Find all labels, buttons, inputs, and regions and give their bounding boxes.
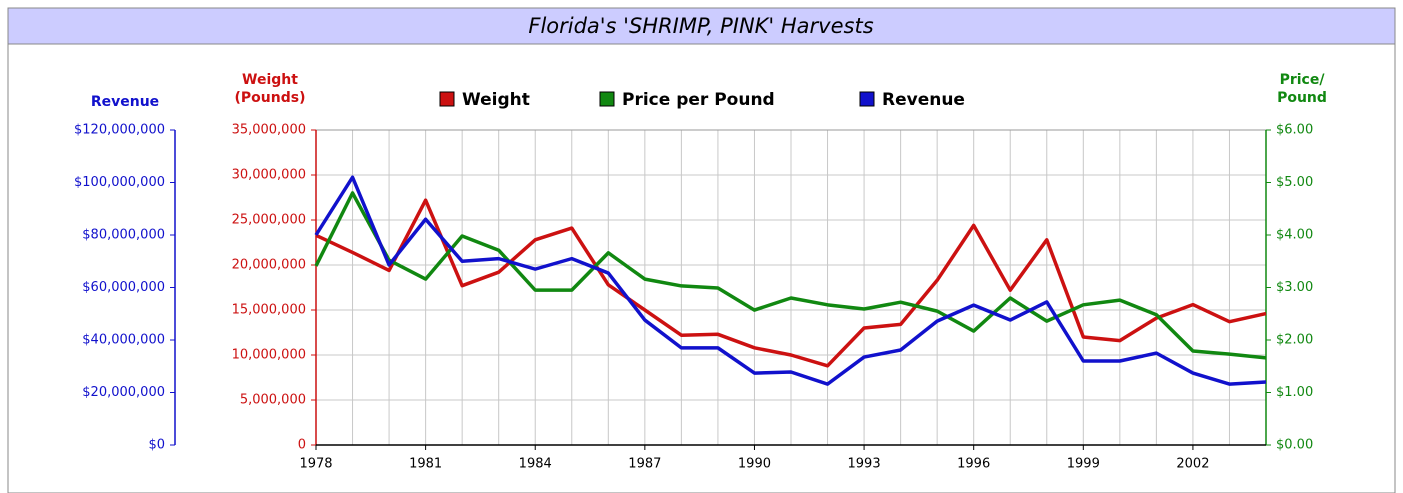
x-tick-label: 2002 bbox=[1176, 457, 1209, 472]
y2-tick-label: $6.00 bbox=[1276, 123, 1313, 138]
frame bbox=[7, 7, 1396, 493]
title-bar bbox=[7, 7, 1396, 45]
legend-swatch bbox=[599, 91, 615, 107]
y3-tick-label: $100,000,000 bbox=[74, 175, 165, 190]
x-tick-label: 1990 bbox=[738, 457, 771, 472]
y-tick-label: 5,000,000 bbox=[240, 393, 306, 408]
y-axis-label: Weight (Pounds) bbox=[234, 72, 306, 106]
y-tick-label: 0 bbox=[298, 438, 306, 453]
legend-swatch bbox=[439, 91, 455, 107]
legend-swatch bbox=[859, 91, 875, 107]
x-tick-label: 1984 bbox=[519, 457, 552, 472]
y2-axis-label: Price/ Pound bbox=[1277, 72, 1327, 106]
chart-title: Florida's 'SHRIMP, PINK' Harvests bbox=[528, 14, 873, 38]
x-tick-label: 1987 bbox=[628, 457, 661, 472]
y2-tick-label: $2.00 bbox=[1276, 333, 1313, 348]
y3-tick-label: $120,000,000 bbox=[74, 123, 165, 138]
y2-tick-label: $0.00 bbox=[1276, 438, 1313, 453]
y3-tick-label: $40,000,000 bbox=[82, 333, 165, 348]
legend-label: Weight bbox=[462, 90, 530, 110]
y-tick-label: 30,000,000 bbox=[232, 168, 306, 183]
y-tick-label: 10,000,000 bbox=[232, 348, 306, 363]
y3-tick-label: $60,000,000 bbox=[82, 280, 165, 295]
y2-tick-label: $3.00 bbox=[1276, 280, 1313, 295]
y3-tick-label: $80,000,000 bbox=[82, 228, 165, 243]
y3-tick-label: $0 bbox=[148, 438, 165, 453]
y3-axis-label: Revenue bbox=[90, 94, 160, 110]
y-tick-label: 25,000,000 bbox=[232, 213, 306, 228]
x-tick-label: 1993 bbox=[848, 457, 881, 472]
y2-tick-label: $5.00 bbox=[1276, 175, 1313, 190]
series-line bbox=[315, 198, 1267, 368]
y2-tick-label: $4.00 bbox=[1276, 228, 1313, 243]
y-tick-label: 20,000,000 bbox=[232, 258, 306, 273]
series-line bbox=[314, 175, 1267, 386]
y3-tick-label: $20,000,000 bbox=[82, 385, 165, 400]
y-tick-label: 15,000,000 bbox=[232, 303, 306, 318]
y2-tick-label: $1.00 bbox=[1276, 385, 1313, 400]
x-tick-label: 1981 bbox=[409, 457, 442, 472]
x-tick-label: 1978 bbox=[299, 457, 332, 472]
legend-label: Price per Pound bbox=[622, 90, 775, 110]
legend-label: Revenue bbox=[882, 90, 965, 110]
series-line bbox=[314, 191, 1267, 360]
x-tick-label: 1996 bbox=[957, 457, 990, 472]
y-tick-label: 35,000,000 bbox=[232, 123, 306, 138]
x-tick-label: 1999 bbox=[1067, 457, 1100, 472]
